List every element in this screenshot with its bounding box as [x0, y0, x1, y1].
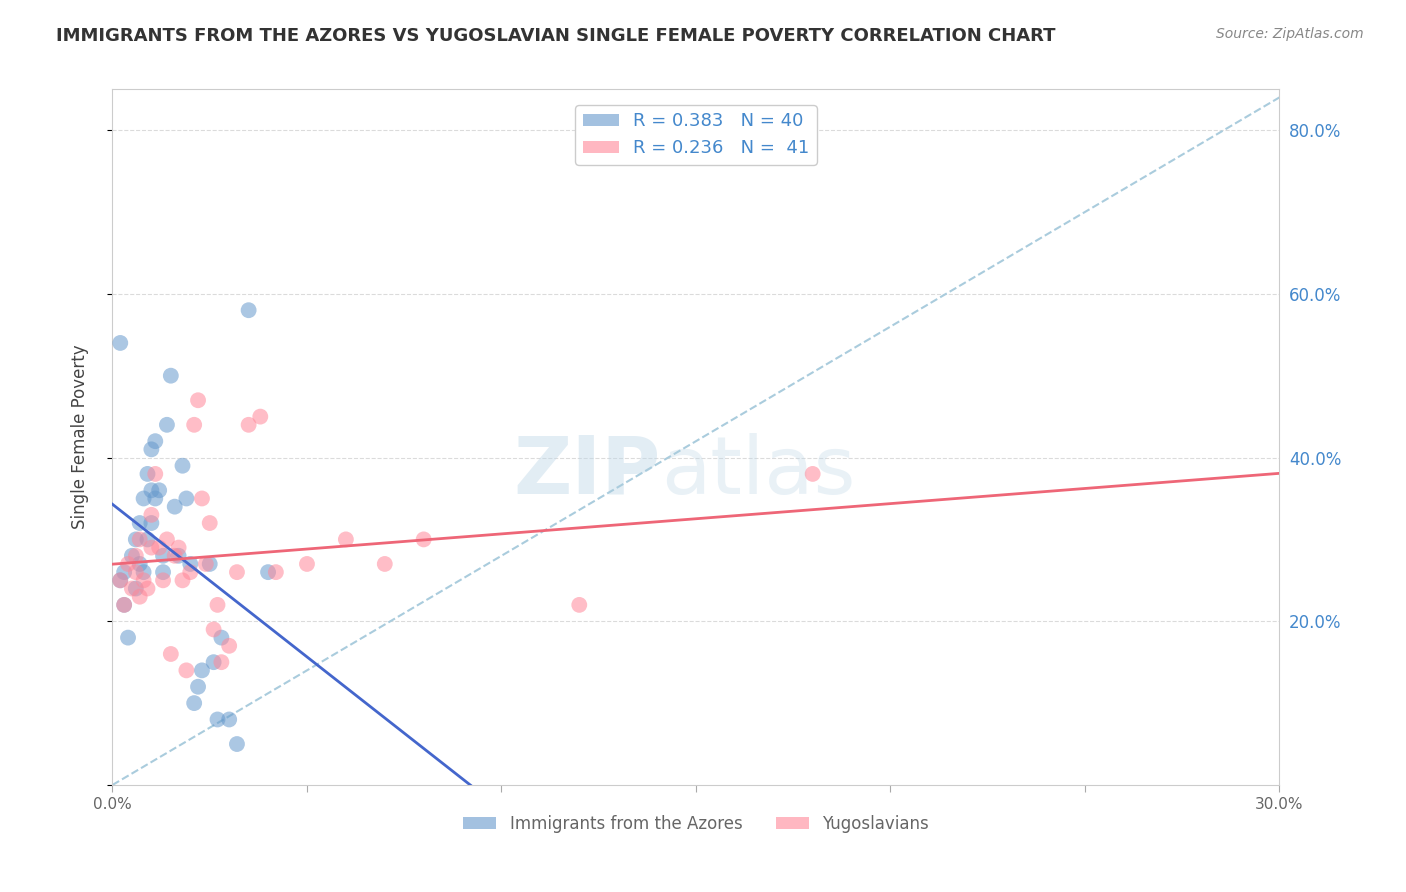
Point — [152, 549, 174, 563]
Point — [110, 574, 132, 588]
Point — [128, 557, 150, 571]
Point — [187, 393, 209, 408]
Point — [172, 574, 194, 588]
Point — [198, 557, 221, 571]
Point — [198, 516, 221, 530]
Text: IMMIGRANTS FROM THE AZORES VS YUGOSLAVIAN SINGLE FEMALE POVERTY CORRELATION CHAR: IMMIGRANTS FROM THE AZORES VS YUGOSLAVIA… — [56, 27, 1056, 45]
Point — [141, 541, 163, 555]
Text: atlas: atlas — [661, 433, 855, 511]
Point — [112, 565, 135, 579]
Point — [202, 623, 225, 637]
Point — [152, 574, 174, 588]
Point — [202, 655, 225, 669]
Point — [132, 491, 155, 506]
Point — [176, 491, 198, 506]
Point — [207, 598, 229, 612]
Point — [128, 533, 150, 547]
Point — [143, 491, 166, 506]
Point — [238, 417, 260, 432]
Point — [163, 500, 186, 514]
Point — [238, 303, 260, 318]
Point — [249, 409, 271, 424]
Point — [176, 664, 198, 678]
Point — [156, 417, 179, 432]
Point — [801, 467, 824, 481]
Point — [207, 713, 229, 727]
Point — [335, 533, 357, 547]
Point — [163, 549, 186, 563]
Point — [141, 442, 163, 457]
Point — [141, 508, 163, 522]
Point — [156, 533, 179, 547]
Point — [143, 467, 166, 481]
Point — [187, 680, 209, 694]
Point — [141, 516, 163, 530]
Point — [125, 582, 148, 596]
Point — [218, 639, 240, 653]
Point — [112, 598, 135, 612]
Point — [136, 533, 159, 547]
Point — [125, 565, 148, 579]
Point — [125, 549, 148, 563]
Text: Source: ZipAtlas.com: Source: ZipAtlas.com — [1216, 27, 1364, 41]
Point — [117, 557, 139, 571]
Point — [110, 335, 132, 350]
Point — [218, 713, 240, 727]
Point — [117, 631, 139, 645]
Point — [110, 574, 132, 588]
Point — [125, 533, 148, 547]
Point — [136, 467, 159, 481]
Point — [160, 368, 183, 383]
Point — [132, 574, 155, 588]
Point — [191, 664, 214, 678]
Point — [194, 557, 217, 571]
Point — [112, 598, 135, 612]
Point — [143, 434, 166, 449]
Point — [257, 565, 280, 579]
Point — [152, 565, 174, 579]
Point — [132, 565, 155, 579]
Point — [121, 582, 143, 596]
Point — [179, 557, 201, 571]
Point — [209, 631, 232, 645]
Point — [172, 458, 194, 473]
Point — [167, 549, 190, 563]
Point — [412, 533, 434, 547]
Point — [568, 598, 591, 612]
Point — [374, 557, 396, 571]
Y-axis label: Single Female Poverty: Single Female Poverty — [70, 345, 89, 529]
Point — [121, 549, 143, 563]
Point — [148, 541, 170, 555]
Point — [191, 491, 214, 506]
Point — [148, 483, 170, 498]
Point — [141, 483, 163, 498]
Point — [128, 516, 150, 530]
Point — [160, 647, 183, 661]
Point — [183, 696, 205, 710]
Point — [295, 557, 318, 571]
Point — [209, 655, 232, 669]
Text: ZIP: ZIP — [513, 433, 661, 511]
Legend: Immigrants from the Azores, Yugoslavians: Immigrants from the Azores, Yugoslavians — [456, 808, 936, 839]
Point — [167, 541, 190, 555]
Point — [179, 565, 201, 579]
Point — [226, 737, 249, 751]
Point — [183, 417, 205, 432]
Point — [128, 590, 150, 604]
Point — [264, 565, 287, 579]
Point — [226, 565, 249, 579]
Point — [136, 582, 159, 596]
